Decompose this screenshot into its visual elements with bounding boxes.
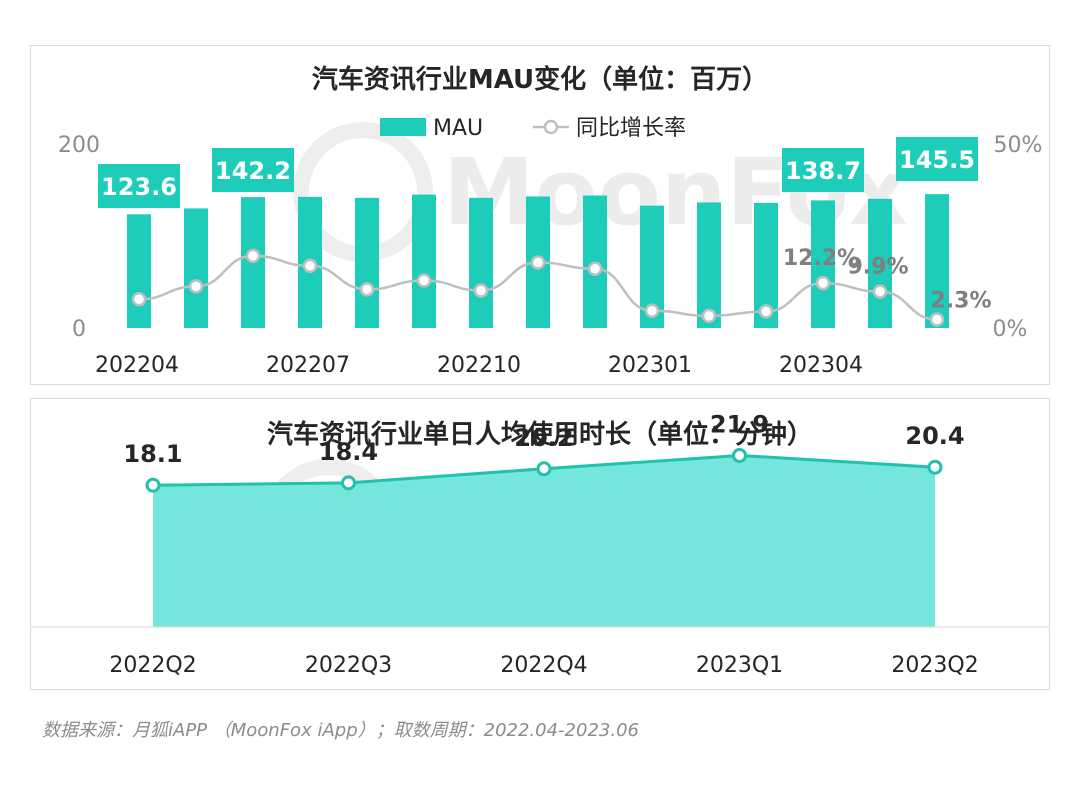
growth-label-202306: 2.3% bbox=[930, 289, 991, 314]
legend: MAU 同比增长率 bbox=[380, 116, 686, 141]
data-label-box bbox=[896, 137, 978, 181]
growth-marker-202301 bbox=[644, 303, 660, 318]
mau-data-label-202206: 142.2 bbox=[212, 148, 294, 192]
legend-mau-label: MAU bbox=[433, 116, 483, 141]
y-right-tick-top: 50% bbox=[994, 133, 1043, 158]
y-left-tick-bottom: 0 bbox=[72, 317, 86, 342]
mau-data-label-202204: 123.6 bbox=[98, 164, 180, 208]
y-left-tick-top: 200 bbox=[58, 133, 100, 158]
growth-label-202305: 9.9% bbox=[847, 255, 908, 280]
mau-chart-panel: MoonFox 汽车资讯行业MAU变化（单位：百万） MAU 同比增长率 200… bbox=[30, 45, 1050, 385]
duration-marker-2022Q4 bbox=[536, 461, 552, 477]
data-label-text: 123.6 bbox=[101, 173, 177, 201]
data-label-text: 138.7 bbox=[785, 157, 861, 185]
x-tick-202304: 202304 bbox=[779, 353, 863, 378]
data-label-box bbox=[98, 164, 180, 208]
duration-label-2022Q4: 20.2 bbox=[514, 424, 573, 452]
x-tick-2023Q1: 2023Q1 bbox=[696, 653, 783, 678]
x-tick-202210: 202210 bbox=[437, 353, 521, 378]
growth-marker-202211 bbox=[530, 255, 546, 270]
mau-bar-202205 bbox=[184, 208, 208, 328]
growth-line: 12.2%9.9% 2.3% bbox=[131, 246, 992, 327]
duration-area: 18.1 18.4 20.2 21.9 20.4 bbox=[31, 410, 1049, 628]
x-axis-labels: 202204 202207 202210 202301 202304 bbox=[95, 353, 863, 378]
growth-marker-202208 bbox=[359, 282, 375, 297]
growth-marker-202305 bbox=[872, 284, 888, 299]
growth-marker-202204 bbox=[131, 292, 147, 307]
data-label-text: 142.2 bbox=[215, 157, 291, 185]
growth-marker-202304 bbox=[815, 275, 831, 291]
x-tick-2023Q2: 2023Q2 bbox=[891, 653, 978, 678]
duration-area-fill bbox=[153, 455, 935, 627]
y-right-tick-bottom: 0% bbox=[993, 317, 1028, 342]
legend-growth-label: 同比增长率 bbox=[576, 116, 686, 141]
x-tick-202204: 202204 bbox=[95, 353, 179, 378]
data-label-box bbox=[782, 148, 864, 192]
mau-data-label-202304: 138.7 bbox=[782, 148, 864, 192]
duration-label-2023Q1: 21.9 bbox=[710, 410, 769, 438]
mau-bar-202210 bbox=[469, 197, 493, 328]
x-tick-2022Q4: 2022Q4 bbox=[500, 653, 587, 678]
x-tick-2022Q3: 2022Q3 bbox=[305, 653, 392, 678]
growth-marker-202207 bbox=[302, 258, 318, 274]
x-axis-labels: 2022Q2 2022Q3 2022Q4 2023Q1 2023Q2 bbox=[109, 653, 978, 678]
mau-bar-202208 bbox=[355, 197, 379, 328]
duration-marker-2023Q2 bbox=[927, 459, 943, 475]
mau-bar-202306 bbox=[925, 194, 949, 328]
growth-marker-202306 bbox=[929, 312, 945, 327]
duration-chart-title: 汽车资讯行业单日人均使用时长（单位：分钟） bbox=[267, 419, 813, 450]
growth-marker-202206 bbox=[245, 248, 261, 264]
mau-bar-202305 bbox=[868, 198, 892, 328]
mau-chart-svg: MoonFox 汽车资讯行业MAU变化（单位：百万） MAU 同比增长率 200… bbox=[58, 64, 1043, 378]
growth-marker-202209 bbox=[416, 273, 432, 288]
legend-mau-swatch bbox=[380, 118, 426, 136]
x-tick-202207: 202207 bbox=[266, 353, 350, 378]
mau-bars bbox=[127, 194, 949, 328]
growth-label-202304: 12.2% bbox=[783, 246, 859, 271]
mau-data-label-202306: 145.5 bbox=[896, 137, 978, 181]
mau-bar-202204 bbox=[127, 214, 151, 328]
duration-marker-2022Q2 bbox=[145, 477, 161, 493]
mau-bar-202209 bbox=[412, 194, 436, 328]
mau-bar-202302 bbox=[697, 202, 721, 328]
growth-marker-202212 bbox=[587, 261, 603, 277]
data-source-note: 数据来源：月狐iAPP （MoonFox iApp）；取数周期：2022.04-… bbox=[42, 720, 639, 741]
legend-growth-marker-icon bbox=[543, 119, 559, 135]
duration-label-2022Q3: 18.4 bbox=[319, 438, 378, 466]
growth-marker-202210 bbox=[473, 283, 489, 298]
growth-marker-202302 bbox=[701, 308, 717, 324]
growth-marker-202303 bbox=[758, 304, 774, 319]
duration-label-2022Q2: 18.1 bbox=[123, 440, 182, 468]
mau-chart-title: 汽车资讯行业MAU变化（单位：百万） bbox=[312, 64, 768, 95]
data-label-box bbox=[212, 148, 294, 192]
mau-data-labels: 123.6 142.2 138.7 145.5 bbox=[98, 137, 978, 208]
x-tick-2022Q2: 2022Q2 bbox=[109, 653, 196, 678]
x-tick-202301: 202301 bbox=[608, 353, 692, 378]
duration-chart-panel: MoonFox 汽车资讯行业单日人均使用时长（单位：分钟） 18.118.420… bbox=[30, 398, 1050, 690]
duration-chart-svg: MoonFox 汽车资讯行业单日人均使用时长（单位：分钟） 18.118.420… bbox=[31, 410, 1049, 678]
duration-label-2023Q2: 20.4 bbox=[905, 422, 964, 450]
data-label-text: 145.5 bbox=[899, 146, 975, 174]
growth-marker-202205 bbox=[188, 279, 204, 294]
duration-marker-2022Q3 bbox=[341, 475, 356, 491]
duration-marker-2023Q1 bbox=[732, 447, 747, 463]
mau-bar-202304 bbox=[811, 200, 835, 328]
